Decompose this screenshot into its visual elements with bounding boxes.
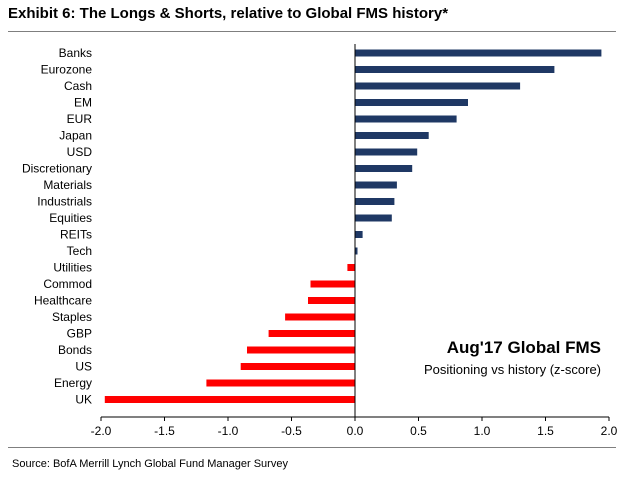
category-label-energy: Energy <box>54 376 92 390</box>
bar-banks <box>355 49 602 57</box>
bar-discretionary <box>355 165 413 172</box>
category-label-reits: REITs <box>60 228 92 242</box>
category-label-eur: EUR <box>67 112 93 126</box>
x-tick-label: 1.5 <box>537 424 554 438</box>
category-label-japan: Japan <box>59 129 92 143</box>
x-tick-label: 2.0 <box>601 424 618 438</box>
bars-group <box>104 49 602 403</box>
category-label-gbp: GBP <box>67 327 92 341</box>
category-label-usd: USD <box>67 145 93 159</box>
x-tick-label: -1.0 <box>218 424 239 438</box>
category-label-equities: Equities <box>49 211 92 225</box>
x-tick-label: 0.0 <box>347 424 364 438</box>
category-label-em: EM <box>74 96 92 110</box>
bar-materials <box>355 181 397 189</box>
annotation-title: Aug'17 Global FMS <box>447 338 601 357</box>
bar-reits <box>355 231 363 238</box>
annotation-subtitle: Positioning vs history (z-score) <box>424 362 601 377</box>
bar-em <box>355 99 468 106</box>
category-label-us: US <box>75 360 92 374</box>
category-labels: Banks Eurozone Cash EM EUR Japan USD Discretion… <box>22 46 92 407</box>
x-axis-ticks: -2.0 -1.5 -1.0 -0.5 0.0 0.5 1.0 1.5 2.0 <box>91 417 618 438</box>
bar-usd <box>355 148 418 156</box>
category-label-tech: Tech <box>67 244 92 258</box>
x-tick-label: -2.0 <box>91 424 112 438</box>
footer-divider <box>8 447 616 448</box>
bar-japan <box>355 132 429 139</box>
category-label-staples: Staples <box>52 310 92 324</box>
category-label-uk: UK <box>75 393 92 407</box>
bar-us <box>240 363 355 370</box>
bar-bonds <box>247 346 355 354</box>
category-label-industrials: Industrials <box>37 195 92 209</box>
bar-cash <box>355 82 521 90</box>
category-label-utilities: Utilities <box>53 261 92 275</box>
chart-title: Exhibit 6: The Longs & Shorts, relative … <box>8 5 449 22</box>
category-label-commod: Commod <box>43 277 92 291</box>
bar-equities <box>355 214 392 222</box>
title-divider <box>8 31 616 32</box>
bar-utilities <box>347 264 355 271</box>
bar-energy <box>206 379 355 387</box>
bar-tech <box>355 247 358 255</box>
bar-uk <box>104 396 355 403</box>
bar-eur <box>355 115 457 123</box>
x-tick-label: 0.5 <box>410 424 427 438</box>
category-label-materials: Materials <box>43 178 92 192</box>
bar-commod <box>310 280 355 288</box>
category-label-eurozone: Eurozone <box>41 63 93 77</box>
x-tick-label: -0.5 <box>281 424 302 438</box>
bar-gbp <box>268 330 355 337</box>
category-label-banks: Banks <box>59 46 92 60</box>
category-label-bonds: Bonds <box>58 343 92 357</box>
x-tick-label: 1.0 <box>474 424 491 438</box>
category-label-discretionary: Discretionary <box>22 162 92 176</box>
bar-eurozone <box>355 66 555 73</box>
category-label-healthcare: Healthcare <box>34 294 92 308</box>
bar-healthcare <box>308 297 355 304</box>
x-tick-label: -1.5 <box>154 424 175 438</box>
bar-staples <box>285 313 355 321</box>
source-note: Source: BofA Merrill Lynch Global Fund M… <box>12 458 288 470</box>
category-label-cash: Cash <box>64 79 92 93</box>
bar-industrials <box>355 198 395 205</box>
